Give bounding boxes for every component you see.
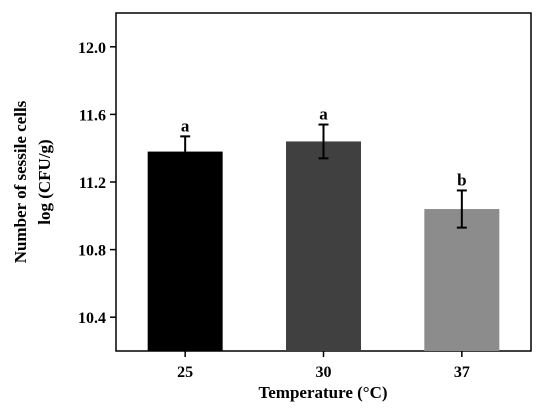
y-axis-label-line1: Number of sessile cells (11, 100, 30, 263)
significance-letter: a (181, 116, 190, 135)
y-tick-label: 10.4 (78, 310, 106, 327)
y-tick-label: 11.2 (79, 175, 106, 192)
x-axis-label: Temperature (°C) (258, 383, 387, 402)
bar-25 (147, 151, 223, 351)
bar-37 (424, 209, 500, 351)
x-axis: 25 30 37 (177, 351, 470, 381)
y-tick-label: 10.8 (78, 243, 106, 260)
significance-letter: a (319, 105, 328, 124)
y-tick-label: 11.6 (79, 107, 106, 124)
x-tick-label: 30 (316, 364, 332, 381)
y-tick-label: 12.0 (78, 40, 106, 57)
bars-group: a a b (147, 105, 500, 351)
bar-30 (286, 141, 361, 351)
x-tick-label: 25 (177, 364, 193, 381)
y-axis-label-line2: log (CFU/g) (35, 139, 54, 224)
x-tick-label: 37 (454, 364, 470, 381)
significance-letter: b (457, 170, 466, 189)
y-axis: 10.4 10.8 11.2 11.6 12.0 (78, 40, 116, 327)
